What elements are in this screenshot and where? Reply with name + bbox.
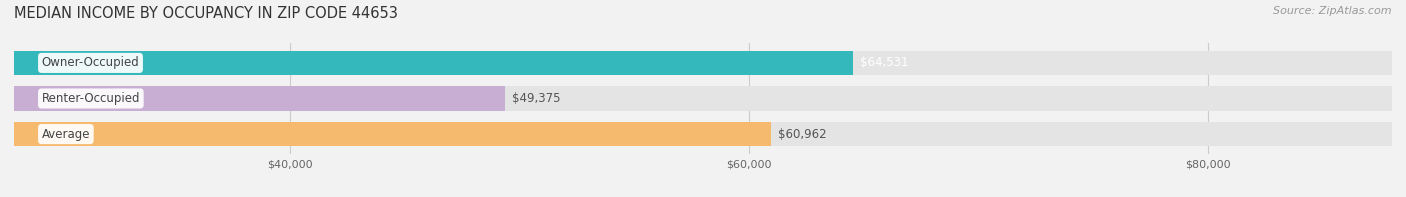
- Bar: [14, 51, 853, 75]
- Bar: [14, 86, 1392, 111]
- Text: $49,375: $49,375: [512, 92, 561, 105]
- Text: Owner-Occupied: Owner-Occupied: [42, 56, 139, 69]
- Bar: [14, 122, 1392, 146]
- Bar: [14, 86, 505, 111]
- Text: Average: Average: [42, 128, 90, 141]
- Text: $60,962: $60,962: [778, 128, 827, 141]
- Bar: [14, 122, 770, 146]
- Text: Renter-Occupied: Renter-Occupied: [42, 92, 141, 105]
- Text: MEDIAN INCOME BY OCCUPANCY IN ZIP CODE 44653: MEDIAN INCOME BY OCCUPANCY IN ZIP CODE 4…: [14, 6, 398, 21]
- Text: Source: ZipAtlas.com: Source: ZipAtlas.com: [1274, 6, 1392, 16]
- Bar: [14, 51, 1392, 75]
- Text: $64,531: $64,531: [860, 56, 908, 69]
